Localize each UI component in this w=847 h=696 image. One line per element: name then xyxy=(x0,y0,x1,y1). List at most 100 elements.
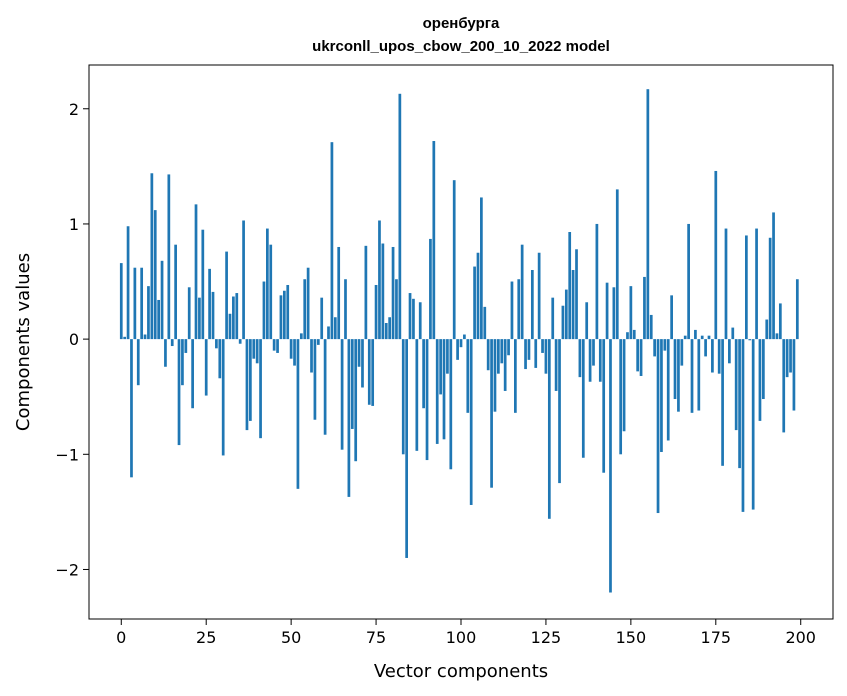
bar xyxy=(452,180,456,340)
bar xyxy=(463,334,466,340)
bar xyxy=(242,220,245,340)
bar xyxy=(636,339,640,372)
bar xyxy=(218,339,222,379)
bar xyxy=(425,339,429,461)
bar xyxy=(401,339,405,455)
bar xyxy=(136,339,140,386)
bar xyxy=(724,228,728,340)
bar xyxy=(238,339,242,344)
y-axis-label: Components values xyxy=(13,253,34,431)
bar xyxy=(449,339,453,470)
bar xyxy=(378,220,381,340)
bar xyxy=(211,291,215,340)
x-tick-label: 125 xyxy=(531,628,562,647)
bar xyxy=(422,339,425,409)
bar xyxy=(714,170,718,340)
bar xyxy=(296,339,300,489)
bar xyxy=(493,339,497,412)
bar xyxy=(554,339,558,391)
chart-subtitle: ukrconll_upos_cbow_200_10_2022 model xyxy=(312,38,610,55)
bar xyxy=(792,339,796,411)
bar xyxy=(765,319,769,340)
bar xyxy=(350,339,354,429)
bar xyxy=(272,339,276,351)
bar xyxy=(656,339,660,514)
y-tick-label: 0 xyxy=(69,330,79,349)
bar xyxy=(649,314,653,340)
bar xyxy=(395,279,398,340)
bar xyxy=(537,252,541,340)
bar xyxy=(327,326,330,340)
bar xyxy=(514,339,517,413)
bar xyxy=(330,142,334,340)
bar xyxy=(323,339,327,435)
bar xyxy=(700,335,704,340)
plot-frame xyxy=(88,64,834,620)
bar xyxy=(673,339,677,400)
bar xyxy=(480,197,483,340)
bar xyxy=(259,339,262,439)
bar xyxy=(310,339,313,373)
bar xyxy=(527,339,531,360)
bar xyxy=(208,268,211,340)
bar xyxy=(174,244,177,340)
bar xyxy=(534,339,538,368)
bar xyxy=(228,313,232,340)
bar xyxy=(439,339,442,395)
bar xyxy=(432,141,436,340)
bar xyxy=(755,228,758,340)
bar xyxy=(126,226,130,340)
bar xyxy=(795,279,799,340)
bar xyxy=(483,306,487,340)
bar xyxy=(252,339,256,359)
bar xyxy=(235,293,239,340)
bar xyxy=(344,279,347,340)
bar xyxy=(215,339,218,349)
bar xyxy=(303,279,307,340)
bar xyxy=(123,336,127,340)
bar xyxy=(762,339,765,400)
x-axis-label: Vector components xyxy=(374,661,548,682)
bar xyxy=(164,339,167,367)
bars-group xyxy=(119,89,799,593)
bar xyxy=(398,93,402,340)
bar xyxy=(558,339,561,484)
bar xyxy=(666,339,670,441)
bar xyxy=(466,339,470,413)
bar xyxy=(497,339,500,374)
bar xyxy=(374,284,378,340)
bar xyxy=(585,302,589,340)
bar xyxy=(738,339,741,469)
bar xyxy=(704,339,707,357)
bar xyxy=(364,245,368,340)
bar xyxy=(181,339,184,386)
bar xyxy=(775,333,779,340)
x-axis-ticks: 0 25 50 75 100 125 150 175 200 xyxy=(116,619,816,647)
bar xyxy=(286,284,290,340)
bar xyxy=(544,339,548,374)
bar xyxy=(520,244,524,340)
bar xyxy=(561,305,565,340)
bar xyxy=(388,317,392,340)
bar xyxy=(717,339,721,374)
bar xyxy=(184,339,188,353)
bar xyxy=(663,339,667,351)
bar xyxy=(225,251,228,340)
bar xyxy=(524,339,527,370)
bar xyxy=(751,339,755,510)
bar xyxy=(232,296,235,340)
bar xyxy=(778,303,782,340)
bar xyxy=(575,249,578,340)
bar xyxy=(194,204,198,340)
bar xyxy=(276,339,279,353)
bar xyxy=(262,281,266,340)
bar xyxy=(598,339,602,382)
bar xyxy=(643,276,646,340)
bar xyxy=(367,339,371,405)
bar xyxy=(361,339,364,388)
bar xyxy=(605,282,609,340)
bar xyxy=(459,339,463,348)
bar xyxy=(731,327,735,340)
bar xyxy=(299,333,303,340)
